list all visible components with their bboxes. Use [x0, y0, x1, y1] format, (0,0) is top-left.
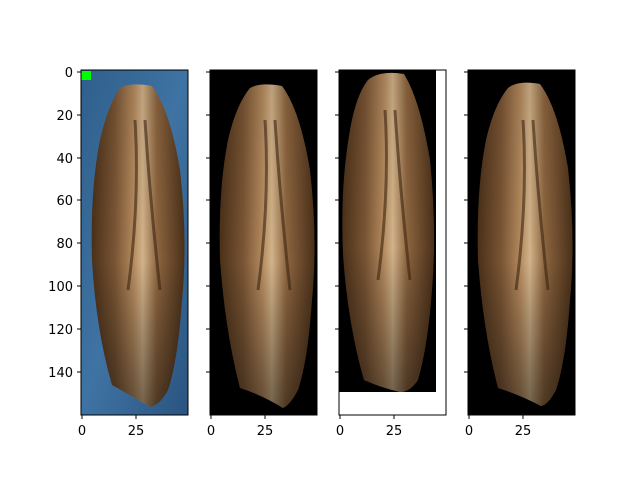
panel-3 — [338, 69, 447, 416]
panel-1-green-marker — [81, 71, 91, 80]
panel-3-grain — [342, 72, 435, 392]
axes-layer: 0 20 40 60 80 100 120 140 0 25 0 25 0 25 0 25 — [48, 66, 531, 439]
panel-4 — [467, 69, 576, 416]
panel-4-xtick-label: 0 — [465, 424, 473, 439]
panel-1-xtick-label: 0 — [78, 424, 86, 439]
panel-2 — [209, 69, 318, 416]
panel-2-grain — [219, 84, 315, 409]
panel-1-ytick-label: 140 — [48, 366, 73, 381]
panel-3-xtick-label: 0 — [336, 424, 344, 439]
panel-2-xtick-label: 0 — [207, 424, 215, 439]
panel-1-ytick-label: 0 — [65, 66, 73, 81]
panel-4-xtick-label: 25 — [515, 424, 532, 439]
panel-1-ytick-label: 80 — [56, 237, 73, 252]
panel-3-xtick-label: 25 — [386, 424, 403, 439]
panel-1-ytick-label: 100 — [48, 280, 73, 295]
panel-4-grain — [477, 82, 573, 407]
panel-2-xtick-label: 25 — [257, 424, 274, 439]
panel-1-xtick-label: 25 — [128, 424, 145, 439]
panel-1-ytick-label: 120 — [48, 323, 73, 338]
panel-1 — [80, 69, 189, 416]
panel-1-grain — [91, 84, 185, 408]
panel-1-ytick-label: 40 — [56, 152, 73, 167]
panel-1-ytick-label: 60 — [56, 194, 73, 209]
panel-1-ytick-label: 20 — [56, 109, 73, 124]
